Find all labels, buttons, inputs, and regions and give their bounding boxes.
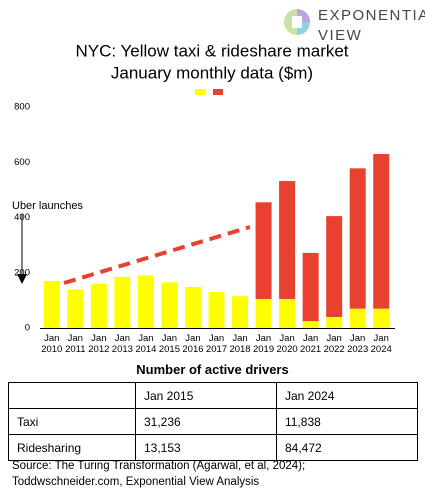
x-tick-label: Jan 2013: [111, 333, 133, 355]
x-tick-label: Jan 2017: [205, 333, 228, 355]
chart-title: NYC: Yellow taxi & rideshare market: [75, 41, 348, 60]
bar-segment: [349, 308, 366, 328]
trend-line: [63, 225, 251, 285]
source: Toddwschneider.com, Exponential View Ana…: [12, 476, 260, 488]
bar-segment: [184, 287, 201, 328]
x-tick-label: Jan 2021: [300, 333, 322, 355]
x-tick-label: Jan 2018: [229, 333, 251, 355]
bar-segment: [137, 275, 154, 328]
bar-segment: [302, 252, 319, 322]
table-title: Number of active drivers: [136, 362, 289, 377]
cell: 13,153: [135, 434, 277, 461]
logo-text: EXPONENTIAL: [318, 7, 425, 24]
bar-segment: [326, 216, 343, 317]
bar-segment: [161, 282, 178, 328]
cell: Taxi: [8, 408, 136, 435]
chart: EXPONENTIAL VIEW NYC: Yellow taxi & ride…: [12, 7, 425, 334]
chart-title: January monthly data ($m): [111, 63, 313, 82]
x-tick-label: Jan 2020: [276, 333, 298, 355]
y-tick-label: 200: [14, 267, 30, 278]
cell: Ridesharing: [8, 434, 136, 461]
bar-segment: [90, 283, 107, 328]
y-tick-label: 400: [14, 212, 30, 223]
header-cell: Jan 2015: [135, 382, 277, 409]
y-tick-label: 800: [14, 102, 30, 113]
cell: 31,236: [135, 408, 277, 435]
drivers-table: Jan 2015 Jan 2024 Taxi 31,236 11,838 Ridesh…: [8, 382, 418, 461]
cell: 84,472: [276, 434, 418, 461]
bar-segment: [279, 181, 296, 299]
bar-segment: [373, 153, 390, 309]
bar-segment: [326, 316, 343, 328]
bar-segment: [67, 289, 84, 328]
x-tick-label: Jan 2011: [65, 333, 86, 355]
row: Taxi 31,236 11,838: [8, 408, 418, 435]
row: Ridesharing 13,153 84,472: [8, 434, 418, 461]
x-tick-label: Jan 2014: [135, 333, 157, 355]
logo-icon: [284, 9, 310, 35]
bar-segment: [43, 281, 60, 328]
bar-segment: [279, 298, 296, 328]
bar-segment: [349, 168, 366, 309]
bar-segment: [302, 321, 319, 328]
bar-segment: [208, 292, 225, 328]
header-cell: Jan 2024: [276, 382, 418, 409]
x-tick-label: Jan 2022: [323, 333, 345, 355]
header-cell: [8, 382, 136, 409]
x-tick-label: Jan 2012: [88, 333, 110, 355]
header-row: Jan 2015 Jan 2024: [8, 382, 418, 409]
bar-segment: [255, 298, 272, 328]
cell: 11,838: [276, 408, 418, 435]
x-tick-label: Jan 2023: [347, 333, 369, 355]
bar-segment: [232, 296, 249, 328]
y-tick-label: 0: [25, 323, 30, 334]
legend-swatch: [195, 89, 205, 95]
y-tick-label: 600: [14, 157, 30, 168]
bar-segment: [255, 202, 272, 299]
legend-swatch: [213, 89, 223, 95]
x-tick-label: Jan 2016: [182, 333, 204, 355]
x-tick-label: Jan 2024: [370, 333, 392, 355]
x-tick-label: Jan 2010: [41, 333, 63, 355]
x-tick-label: Jan 2019: [252, 333, 275, 355]
arrow-head: [17, 274, 27, 284]
bar-segment: [114, 276, 131, 328]
bar-segment: [373, 308, 390, 328]
annotation: Uber launches: [12, 200, 83, 212]
source: Source: The Turing Transformation (Agarw…: [12, 460, 306, 472]
x-tick-label: Jan 2015: [158, 333, 180, 355]
logo-text: VIEW: [318, 27, 362, 44]
